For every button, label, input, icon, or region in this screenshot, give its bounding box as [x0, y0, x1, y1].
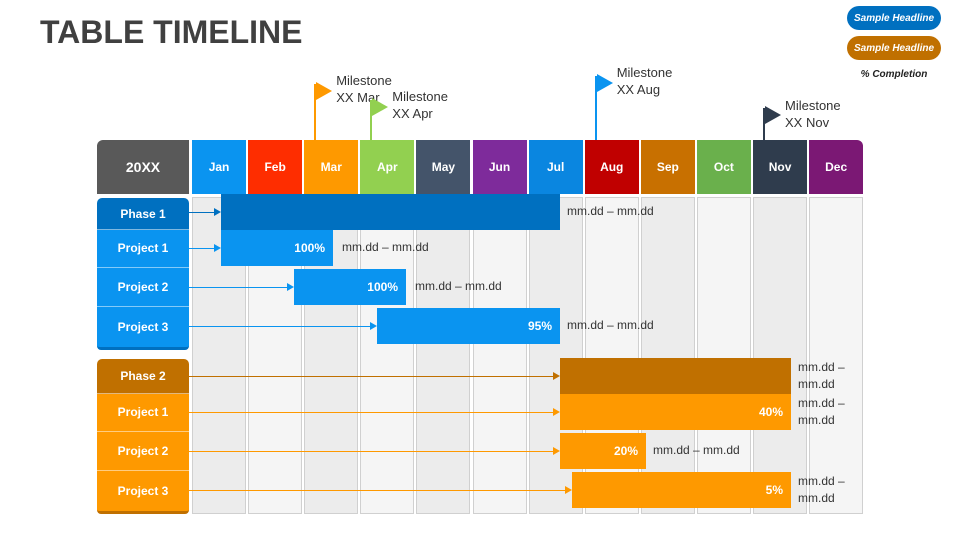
- legend-note: % Completion: [860, 69, 928, 80]
- connector-arrow: [189, 376, 554, 377]
- month-header-mar: Mar: [304, 140, 359, 194]
- month-header-sep: Sep: [640, 140, 695, 194]
- milestone-pole: [594, 76, 597, 140]
- milestone-pole: [763, 108, 765, 140]
- milestone-pole: [370, 100, 373, 140]
- connector-arrow: [189, 326, 371, 327]
- month-column: [472, 197, 527, 514]
- project-bar: 100%: [294, 269, 406, 305]
- project-label: Project 3: [97, 306, 189, 350]
- legend-pill-1: Sample Headline: [847, 6, 941, 30]
- month-column: [640, 197, 695, 514]
- month-header-nov: Nov: [753, 140, 808, 194]
- project-label: Project 1: [97, 394, 189, 432]
- project-label: Project 3: [97, 470, 189, 514]
- arrow-head-icon: [214, 208, 221, 216]
- project-bar: 40%: [560, 394, 791, 430]
- connector-arrow: [189, 212, 215, 213]
- project-bar: 20%: [560, 433, 646, 469]
- project-label: Project 2: [97, 267, 189, 307]
- milestone-label: Milestone: [336, 73, 392, 88]
- milestone-label: Milestone: [392, 89, 448, 104]
- arrow-head-icon: [553, 372, 560, 380]
- phase-label: Phase 1: [97, 198, 189, 230]
- milestone-date: XX Aug: [616, 82, 661, 97]
- project-label: Project 2: [97, 431, 189, 471]
- milestone-label: Milestone: [785, 98, 841, 113]
- month-column: [753, 197, 808, 514]
- date-range: mm.dd – mm.dd: [342, 240, 429, 254]
- milestone-pole: [314, 84, 317, 140]
- header-year: 20XX: [97, 140, 189, 194]
- date-range: mm.dd – mm.dd: [798, 360, 845, 391]
- date-range: mm.dd – mm.dd: [567, 204, 654, 218]
- arrow-head-icon: [565, 486, 572, 494]
- date-range: mm.dd – mm.dd: [415, 279, 502, 293]
- month-header-may: May: [416, 140, 471, 194]
- month-column: [809, 197, 864, 514]
- phase-bar: [221, 194, 560, 230]
- milestone-flag-icon: [372, 98, 389, 116]
- milestone-label: Milestone: [616, 65, 673, 80]
- month-column: [696, 197, 751, 514]
- arrow-head-icon: [370, 322, 377, 330]
- project-bar: 95%: [377, 308, 560, 344]
- milestone-flag-icon: [765, 106, 781, 124]
- milestone-flag-icon: [596, 74, 613, 92]
- phase-label: Phase 2: [97, 359, 189, 394]
- month-header-feb: Feb: [248, 140, 303, 194]
- legend-pill-2: Sample Headline: [847, 36, 941, 60]
- project-bar: 5%: [572, 472, 791, 508]
- arrow-head-icon: [214, 244, 221, 252]
- connector-arrow: [189, 412, 554, 413]
- connector-arrow: [189, 248, 215, 249]
- connector-arrow: [189, 490, 566, 491]
- month-header-oct: Oct: [696, 140, 751, 194]
- arrow-head-icon: [553, 408, 560, 416]
- page-title: TABLE TIMELINE: [40, 14, 303, 50]
- month-header-dec: Dec: [809, 140, 864, 194]
- month-column: [416, 197, 471, 514]
- connector-arrow: [189, 287, 288, 288]
- milestone-flag-icon: [316, 82, 333, 100]
- date-range: mm.dd – mm.dd: [653, 443, 740, 457]
- milestone-date: XX Nov: [785, 115, 830, 130]
- month-header-jun: Jun: [472, 140, 527, 194]
- phase-bar: [560, 358, 791, 394]
- project-bar: 100%: [221, 230, 333, 266]
- milestone-date: XX Mar: [336, 90, 380, 105]
- date-range: mm.dd – mm.dd: [798, 474, 845, 505]
- milestone-date: XX Apr: [392, 106, 433, 121]
- month-header-jan: Jan: [192, 140, 247, 194]
- month-header-apr: Apr: [360, 140, 415, 194]
- month-header-jul: Jul: [528, 140, 583, 194]
- month-header-aug: Aug: [584, 140, 639, 194]
- project-label: Project 1: [97, 230, 189, 268]
- date-range: mm.dd – mm.dd: [798, 396, 845, 427]
- date-range: mm.dd – mm.dd: [567, 318, 654, 332]
- arrow-head-icon: [287, 283, 294, 291]
- connector-arrow: [189, 451, 554, 452]
- month-column: [360, 197, 415, 514]
- arrow-head-icon: [553, 447, 560, 455]
